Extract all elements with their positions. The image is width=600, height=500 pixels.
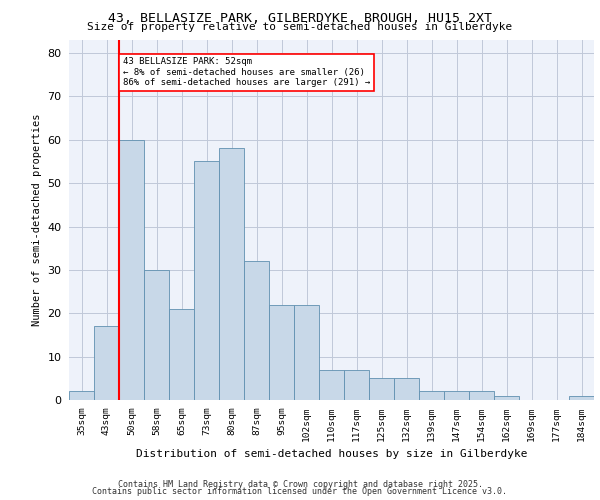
Bar bbox=[94, 326, 119, 400]
Text: 43, BELLASIZE PARK, GILBERDYKE, BROUGH, HU15 2XT: 43, BELLASIZE PARK, GILBERDYKE, BROUGH, … bbox=[108, 12, 492, 26]
Bar bbox=[119, 140, 144, 400]
Text: Contains public sector information licensed under the Open Government Licence v3: Contains public sector information licen… bbox=[92, 487, 508, 496]
Text: Size of property relative to semi-detached houses in Gilberdyke: Size of property relative to semi-detach… bbox=[88, 22, 512, 32]
Bar bbox=[419, 392, 444, 400]
Bar bbox=[194, 162, 219, 400]
Bar bbox=[344, 370, 369, 400]
Bar bbox=[444, 392, 469, 400]
Bar bbox=[294, 304, 319, 400]
Y-axis label: Number of semi-detached properties: Number of semi-detached properties bbox=[32, 114, 41, 326]
Bar bbox=[69, 392, 94, 400]
Bar bbox=[569, 396, 594, 400]
Bar bbox=[469, 392, 494, 400]
Text: 43 BELLASIZE PARK: 52sqm
← 8% of semi-detached houses are smaller (26)
86% of se: 43 BELLASIZE PARK: 52sqm ← 8% of semi-de… bbox=[123, 58, 370, 87]
Bar bbox=[494, 396, 519, 400]
Bar bbox=[394, 378, 419, 400]
X-axis label: Distribution of semi-detached houses by size in Gilberdyke: Distribution of semi-detached houses by … bbox=[136, 449, 527, 459]
Bar bbox=[169, 309, 194, 400]
Bar bbox=[369, 378, 394, 400]
Bar bbox=[219, 148, 244, 400]
Bar bbox=[144, 270, 169, 400]
Bar bbox=[244, 261, 269, 400]
Text: Contains HM Land Registry data © Crown copyright and database right 2025.: Contains HM Land Registry data © Crown c… bbox=[118, 480, 482, 489]
Bar bbox=[269, 304, 294, 400]
Bar bbox=[319, 370, 344, 400]
